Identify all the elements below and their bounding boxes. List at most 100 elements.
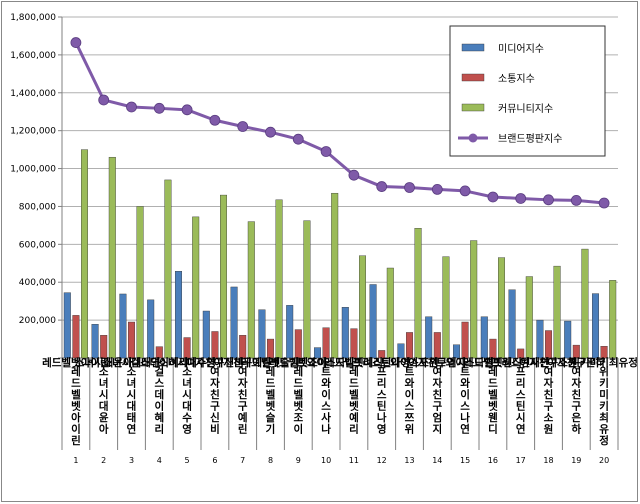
- legend-label: 브랜드평판지수: [498, 133, 562, 145]
- bar: [461, 321, 469, 359]
- bar: [80, 149, 88, 359]
- rank-label: 7: [240, 456, 245, 465]
- bar: [386, 267, 394, 359]
- y-tick-label: -: [53, 354, 56, 364]
- rank-label: 12: [377, 456, 387, 465]
- line-point: [98, 94, 110, 106]
- bar: [592, 293, 600, 359]
- rank-label: 2: [101, 456, 106, 465]
- line-point: [543, 194, 554, 206]
- bar: [219, 194, 227, 359]
- rank-label: 4: [157, 456, 162, 465]
- bar: [164, 179, 172, 359]
- bar: [489, 338, 497, 359]
- bar: [425, 316, 433, 359]
- bar: [314, 347, 322, 359]
- bar: [230, 286, 238, 359]
- bar: [119, 293, 127, 359]
- legend-label: 미디어지수: [498, 43, 544, 55]
- bar: [275, 199, 283, 359]
- bar: [72, 315, 80, 359]
- rank-label: 10: [321, 456, 331, 465]
- rank-label: 14: [432, 456, 442, 465]
- bar: [286, 305, 294, 359]
- bar: [553, 265, 561, 359]
- line-point: [487, 191, 499, 203]
- bar: [564, 320, 572, 359]
- y-tick-label: 600,000: [19, 240, 56, 250]
- bar: [294, 329, 302, 359]
- legend-label: 소통지수: [498, 73, 535, 85]
- bar: [442, 256, 450, 359]
- y-tick-label: 400,000: [19, 278, 56, 288]
- rank-label: 11: [349, 456, 359, 465]
- bar: [91, 324, 99, 359]
- bar: [155, 346, 163, 359]
- legend-swatch: [461, 73, 485, 82]
- bar: [453, 344, 461, 359]
- bar: [239, 335, 247, 359]
- bar: [211, 331, 219, 359]
- bar: [397, 343, 405, 359]
- bar: [100, 335, 108, 359]
- line-point: [292, 133, 304, 145]
- y-tick-label: 1,600,000: [10, 51, 56, 61]
- line-point: [404, 182, 415, 193]
- bar: [433, 332, 441, 359]
- line-point: [376, 181, 388, 192]
- bar: [63, 292, 71, 359]
- bar: [609, 280, 617, 359]
- bar: [202, 310, 210, 359]
- bar: [525, 276, 533, 359]
- rank-label: 5: [185, 456, 190, 465]
- line-point: [209, 114, 221, 126]
- bar: [350, 328, 358, 359]
- rank-label: 20: [599, 456, 609, 465]
- bar: [581, 248, 589, 359]
- bar: [183, 337, 191, 359]
- line-point: [320, 146, 332, 157]
- line-point: [515, 193, 527, 204]
- legend-swatch: [461, 103, 485, 112]
- rank-label: 17: [516, 456, 526, 465]
- legend-swatch: [461, 43, 485, 52]
- line-point: [265, 126, 276, 138]
- bar: [303, 220, 311, 359]
- line-point: [126, 101, 137, 113]
- line-point: [237, 121, 249, 132]
- y-tick-label: 200,000: [19, 316, 56, 326]
- y-tick-label: 1,800,000: [10, 13, 56, 23]
- bar: [470, 240, 478, 359]
- bar: [147, 299, 155, 359]
- y-tick-label: 1,400,000: [10, 89, 56, 99]
- bar: [378, 350, 386, 359]
- line-point: [348, 169, 360, 181]
- line-point: [459, 185, 471, 197]
- rank-label: 1: [73, 456, 78, 465]
- rank-label: 15: [460, 456, 470, 465]
- rank-label: 6: [212, 456, 217, 465]
- bar: [572, 344, 580, 359]
- line-point: [181, 104, 193, 116]
- bar: [258, 309, 266, 359]
- rank-label: 19: [571, 456, 581, 465]
- bar: [536, 319, 544, 359]
- bar: [498, 257, 506, 359]
- legend-marker: [468, 133, 478, 143]
- bar: [127, 321, 135, 359]
- bar: [414, 228, 422, 359]
- bar: [600, 346, 608, 359]
- rank-label: 13: [404, 456, 414, 465]
- rank-label: 9: [296, 456, 301, 465]
- bar: [545, 330, 553, 359]
- line-point: [598, 197, 610, 209]
- bar: [341, 307, 349, 359]
- y-tick-label: 1,200,000: [10, 127, 56, 137]
- bar: [369, 284, 377, 359]
- rank-label: 18: [543, 456, 553, 465]
- bar: [108, 156, 116, 359]
- rank-label: 3: [129, 456, 134, 465]
